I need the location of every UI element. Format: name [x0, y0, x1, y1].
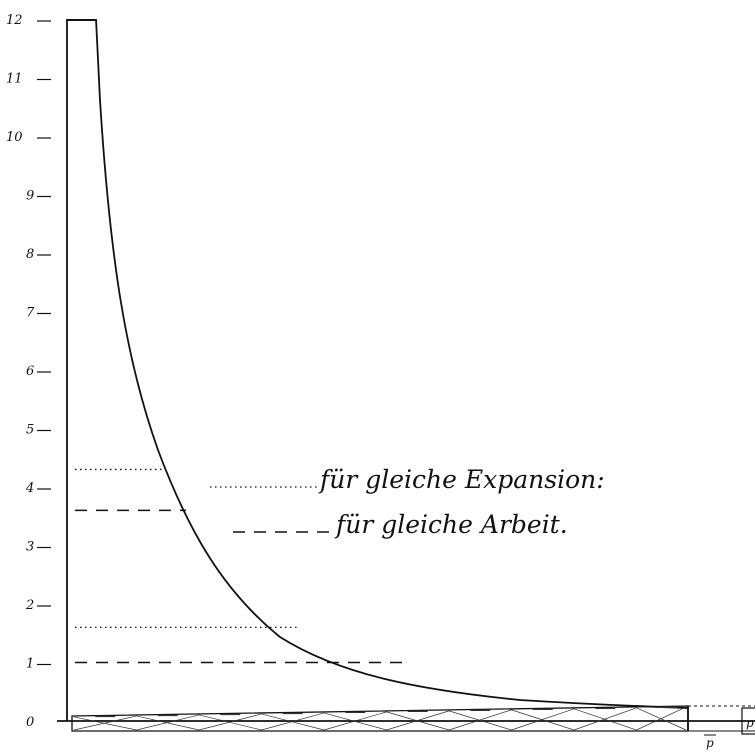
hatch-stroke: [136, 714, 200, 731]
p-box-label: p: [746, 716, 754, 730]
y-tick-label: 3: [26, 540, 34, 555]
hatch-stroke: [448, 709, 512, 731]
legend-expansion-label: für gleiche Expansion:: [318, 465, 605, 494]
y-tick-label: 10: [6, 130, 23, 145]
y-tick-label: 5: [26, 423, 34, 438]
y-tick-label: 7: [26, 306, 35, 321]
legend-arbeit-label: für gleiche Arbeit.: [334, 510, 568, 539]
hatch-stroke: [261, 712, 325, 731]
y-tick-label: 4: [25, 481, 34, 496]
hatch-stroke: [323, 711, 387, 731]
y-tick-label: 0: [26, 715, 34, 730]
hatch-stroke: [636, 706, 687, 731]
hatch-stroke: [511, 708, 575, 731]
hatch-stroke: [573, 707, 637, 731]
hatch-stroke: [73, 715, 137, 731]
p-prime-label: p: [706, 736, 714, 750]
cylinder-cap: [67, 19, 96, 21]
y-tick-label: 8: [26, 247, 34, 262]
hatch-stroke: [198, 713, 262, 731]
p-box: [741, 707, 755, 735]
y-tick-label: 12: [6, 13, 23, 28]
y-tick-label: 9: [26, 189, 34, 204]
y-tick-label: 6: [26, 364, 34, 379]
hatch-stroke: [386, 710, 450, 731]
y-tick-label: 1: [26, 657, 34, 672]
y-tick-label: 11: [6, 72, 23, 87]
hatched-band: [71, 705, 689, 732]
expansion-curve: [95, 18, 689, 709]
y-tick-label: 2: [25, 598, 34, 613]
